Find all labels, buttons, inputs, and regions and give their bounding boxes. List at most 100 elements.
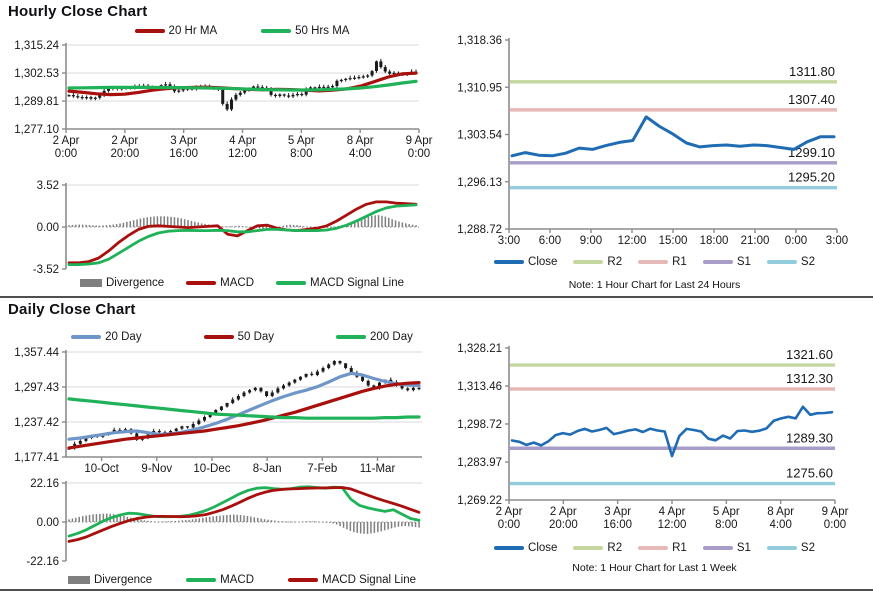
x-tick-label: 8 Apr 4:00: [347, 135, 374, 160]
legend-swatch: [638, 546, 669, 550]
hourly-macd-legend: Divergence MACD MACD Signal Line: [62, 277, 422, 289]
divergence-bar: [105, 225, 108, 227]
divergence-bar: [299, 225, 302, 227]
divergence-bar: [415, 225, 417, 227]
legend-swatch: [203, 335, 234, 339]
divergence-bar: [408, 224, 410, 227]
legend-item-r1: R1: [638, 542, 687, 554]
legend-label: S1: [736, 542, 751, 554]
divergence-bar: [231, 226, 233, 228]
divergence-bar: [349, 522, 352, 531]
divergence-bar: [95, 225, 97, 227]
divergence-bar: [129, 221, 131, 227]
divergence-bar: [236, 514, 238, 522]
divergence-bar: [306, 226, 308, 228]
divergence-bar: [291, 521, 293, 523]
divergence-bar: [68, 225, 70, 227]
legend-item-50-hrs-ma: 50 Hrs MA: [261, 25, 349, 37]
divergence-bar: [384, 216, 387, 227]
candle-body: [208, 413, 212, 417]
divergence-bar: [177, 217, 179, 227]
divergence-bar: [174, 521, 177, 522]
candle-body: [317, 86, 321, 89]
divergence-bar: [191, 519, 194, 522]
candle-body: [242, 392, 246, 396]
divergence-bar: [381, 215, 383, 227]
divergence-bar: [146, 217, 148, 227]
divergence-bar: [253, 517, 255, 522]
x-tick-label: 9:00: [580, 235, 602, 247]
divergence-bar: [245, 226, 247, 228]
candle-body: [326, 86, 330, 88]
divergence-bar: [332, 522, 334, 524]
divergence-bar: [171, 521, 173, 522]
candle-body: [361, 76, 365, 78]
divergence-bar: [178, 520, 180, 522]
x-tick-label: 3:00: [826, 235, 848, 247]
candle-body: [181, 89, 185, 91]
divergence-bar: [405, 223, 407, 227]
divergence-bar: [119, 223, 121, 227]
divergence-bar: [195, 518, 197, 522]
candle-body: [259, 387, 263, 392]
legend-swatch: [766, 546, 797, 550]
divergence-bar: [136, 519, 139, 522]
divergence-bar: [388, 217, 390, 227]
y-tick-label: 1,297.43: [14, 382, 59, 394]
divergence-bar: [408, 522, 410, 527]
divergence-bar: [112, 224, 114, 227]
candle-body: [392, 72, 396, 75]
divergence-bar: [301, 521, 304, 523]
candle-body: [331, 86, 335, 88]
divergence-bar: [263, 519, 266, 522]
hourly-left-panel: Hourly Close Chart 20 Hr MA 50 Hrs MA 1,3…: [6, 0, 434, 296]
x-tick-label: 7-Feb: [307, 463, 337, 475]
candle-body: [180, 426, 184, 429]
divergence-bar: [373, 522, 376, 533]
divergence-bar: [183, 219, 186, 227]
legend-label: S2: [800, 256, 815, 268]
divergence-bar: [78, 516, 80, 522]
candle-body: [78, 440, 82, 444]
candle-body: [219, 406, 223, 410]
candle-body: [238, 92, 242, 95]
series-macd-signal-line: [67, 486, 421, 543]
candle-body: [293, 379, 297, 383]
y-tick-label: 1,177.41: [14, 452, 59, 464]
x-tick-label: 3:00: [498, 235, 520, 247]
y-tick-label: 1,296.13: [457, 177, 502, 189]
divergence-bar: [258, 227, 261, 229]
level-label-r1: 1307.40: [788, 92, 835, 107]
candle-body: [309, 87, 313, 89]
legend-label: MACD Signal Line: [322, 574, 416, 586]
divergence-bar: [233, 514, 235, 522]
divergence-bar: [122, 222, 125, 227]
x-tick-label: 2 Apr 20:00: [549, 506, 578, 531]
candle-body: [234, 94, 238, 100]
x-tick-label: 9 Apr 0:00: [406, 135, 433, 160]
divergence-bar: [387, 522, 389, 530]
divergence-bar: [357, 221, 359, 227]
candle-body: [186, 426, 190, 428]
legend-item-macd: MACD: [186, 574, 254, 586]
divergence-bar: [296, 225, 298, 227]
legend-label: Divergence: [105, 277, 165, 289]
divergence-bar: [163, 216, 165, 227]
legend-item-r1: R1: [638, 256, 687, 268]
candle-body: [315, 371, 319, 376]
divergence-bar: [173, 217, 176, 227]
divergence-bar: [228, 226, 230, 228]
candle-body: [366, 75, 370, 77]
divergence-bar: [360, 220, 363, 227]
candle-body: [93, 97, 97, 99]
candle-body: [327, 364, 331, 369]
candle-body: [300, 93, 304, 96]
y-tick-label: 1,328.21: [457, 343, 502, 355]
divergence-bar: [139, 218, 142, 227]
divergence-bar: [248, 226, 251, 228]
legend-label: 20 Hr MA: [168, 25, 218, 37]
candle-body: [349, 368, 353, 373]
candle-body: [344, 78, 348, 80]
x-tick-label: 9-Nov: [141, 463, 172, 475]
divergence-bar: [194, 221, 196, 227]
